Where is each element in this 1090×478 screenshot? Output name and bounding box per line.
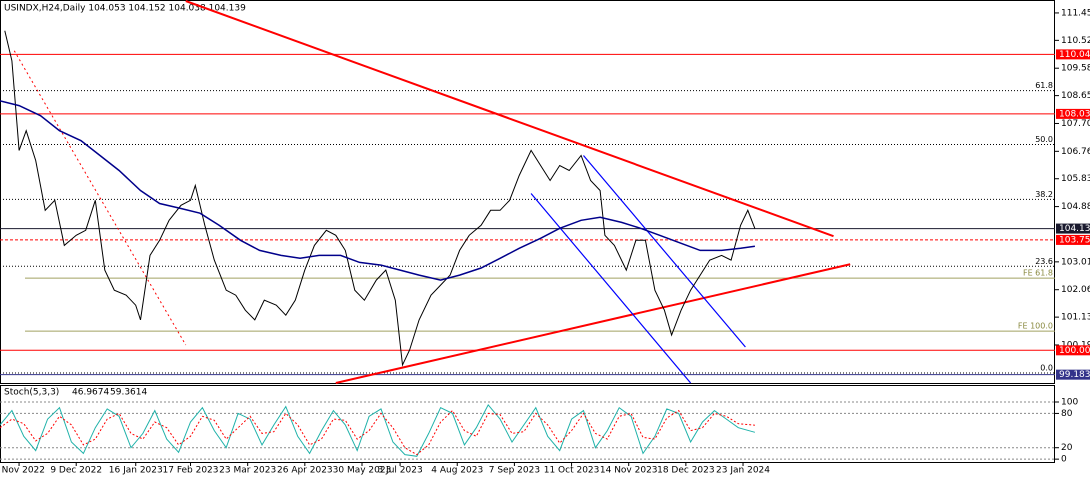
series-line (0, 100, 756, 281)
y-tick-label: 102.065 (1061, 285, 1090, 295)
fib-label: 23.6 (1035, 257, 1053, 266)
series-line (4, 30, 756, 367)
y-tick-label: 108.650 (1061, 91, 1090, 101)
level-label: 108.030 (1059, 109, 1090, 119)
level-label: 100.009 (1059, 346, 1090, 356)
chart-title: USINDX,H24,Daily 104.053 104.152 104.038… (4, 4, 246, 14)
y-tick-label: 110.525 (1061, 36, 1090, 46)
x-tick-label: 9 Dec 2022 (50, 466, 102, 476)
x-tick-label: 26 Apr 2023 (277, 466, 333, 476)
x-tick-label: 23 Jan 2024 (716, 466, 770, 476)
y-tick-label: 104.885 (1061, 202, 1090, 212)
indicator-title: Stoch(5,3,3) (4, 388, 59, 398)
y-tick-label: 106.760 (1061, 147, 1090, 157)
level-label: 103.754 (1059, 235, 1090, 245)
level-box (1056, 345, 1090, 356)
level-label: 99.183 (1059, 370, 1090, 380)
y-tick-label: 0 (1061, 455, 1067, 465)
y-tick-label: 107.705 (1061, 119, 1090, 129)
trendline (335, 263, 851, 384)
fib-label: 50.0 (1035, 135, 1053, 144)
y-tick-label: 103.010 (1061, 257, 1090, 267)
y-tick-label: 111.455 (1061, 8, 1090, 18)
x-tick-label: 14 Nov 2023 (600, 466, 658, 476)
x-tick-label: 7 Sep 2023 (489, 466, 540, 476)
level-box (1056, 234, 1090, 245)
fib-label: FE 100.0 (1018, 322, 1053, 331)
x-tick-label: 17 Feb 2023 (163, 466, 219, 476)
fib-label: 0.0 (1040, 363, 1053, 372)
level-box (1056, 108, 1090, 119)
series-line (0, 404, 756, 457)
indicator-main-value: 46.9674 (72, 388, 109, 398)
x-tick-label: 11 Oct 2023 (544, 466, 600, 476)
x-tick-label: 30 May 2023 (333, 466, 392, 476)
trendline (185, 0, 834, 238)
y-tick-label: 80 (1061, 409, 1073, 419)
price-pane (0, 0, 1055, 384)
indicator-signal-value: 59.3614 (110, 388, 147, 398)
level-box (1056, 49, 1090, 60)
x-tick-label: 3 Jul 2023 (377, 466, 422, 476)
y-tick-label: 105.830 (1061, 174, 1090, 184)
x-tick-label: 4 Aug 2023 (431, 466, 483, 476)
y-tick-label: 101.135 (1061, 313, 1090, 323)
level-label: 104.139 (1059, 224, 1090, 234)
y-tick-label: 109.580 (1061, 64, 1090, 74)
trendline (530, 193, 692, 384)
level-box (1056, 223, 1090, 234)
y-tick-label: 100 (1061, 398, 1078, 408)
series-line (0, 409, 755, 456)
trendline (13, 50, 187, 346)
x-tick-label: 7 Nov 2022 (0, 466, 45, 476)
trendline (583, 155, 746, 348)
fib-label: 61.8 (1035, 81, 1053, 90)
level-label: 110.049 (1059, 50, 1090, 60)
x-tick-label: 16 Jan 2023 (109, 466, 163, 476)
y-tick-label: 20 (1061, 443, 1073, 453)
x-tick-label: 18 Dec 2023 (657, 466, 715, 476)
fib-label: FE 61.8 (1023, 269, 1053, 278)
level-box (1056, 369, 1090, 380)
x-tick-label: 23 Mar 2023 (219, 466, 276, 476)
fib-label: 38.2 (1035, 190, 1053, 199)
